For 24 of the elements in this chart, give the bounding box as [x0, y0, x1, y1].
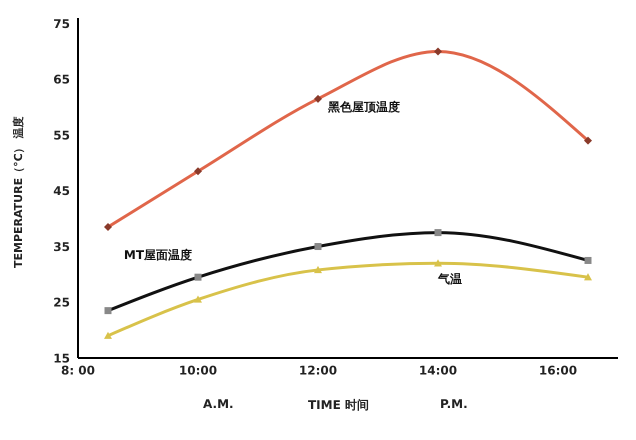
y-tick-label: 55 [53, 128, 70, 142]
text: P.M. [440, 397, 468, 411]
point [314, 266, 322, 274]
x-tick-label: 10:00 [178, 364, 218, 378]
x-tick-label: 14:00 [418, 364, 458, 378]
point [584, 273, 592, 280]
x-axis-title: TIME 时间 [308, 397, 369, 414]
text: A.M. [203, 397, 234, 411]
series-label: 气温 [437, 272, 462, 286]
y-tick-label: 45 [53, 184, 70, 198]
point [434, 259, 442, 266]
y-tick-label: 15 [53, 351, 70, 366]
x-tick-label: 12:00 [298, 364, 338, 378]
point [104, 332, 112, 339]
series-label: 黑色屋顶温度 [327, 100, 400, 114]
point [194, 295, 202, 303]
y-axis-title: TEMPERATURE（°C） 温度 [12, 116, 25, 268]
y-tick-label: 75 [53, 16, 70, 31]
y-tick-label: 35 [53, 240, 70, 254]
y-tick-label: 65 [53, 72, 70, 87]
x-tick-label: 8: 00 [60, 364, 96, 378]
x-tick-label: 16:00 [538, 364, 578, 378]
series-label: MT屋面温度 [124, 248, 192, 262]
y-tick-label: 25 [53, 296, 70, 310]
